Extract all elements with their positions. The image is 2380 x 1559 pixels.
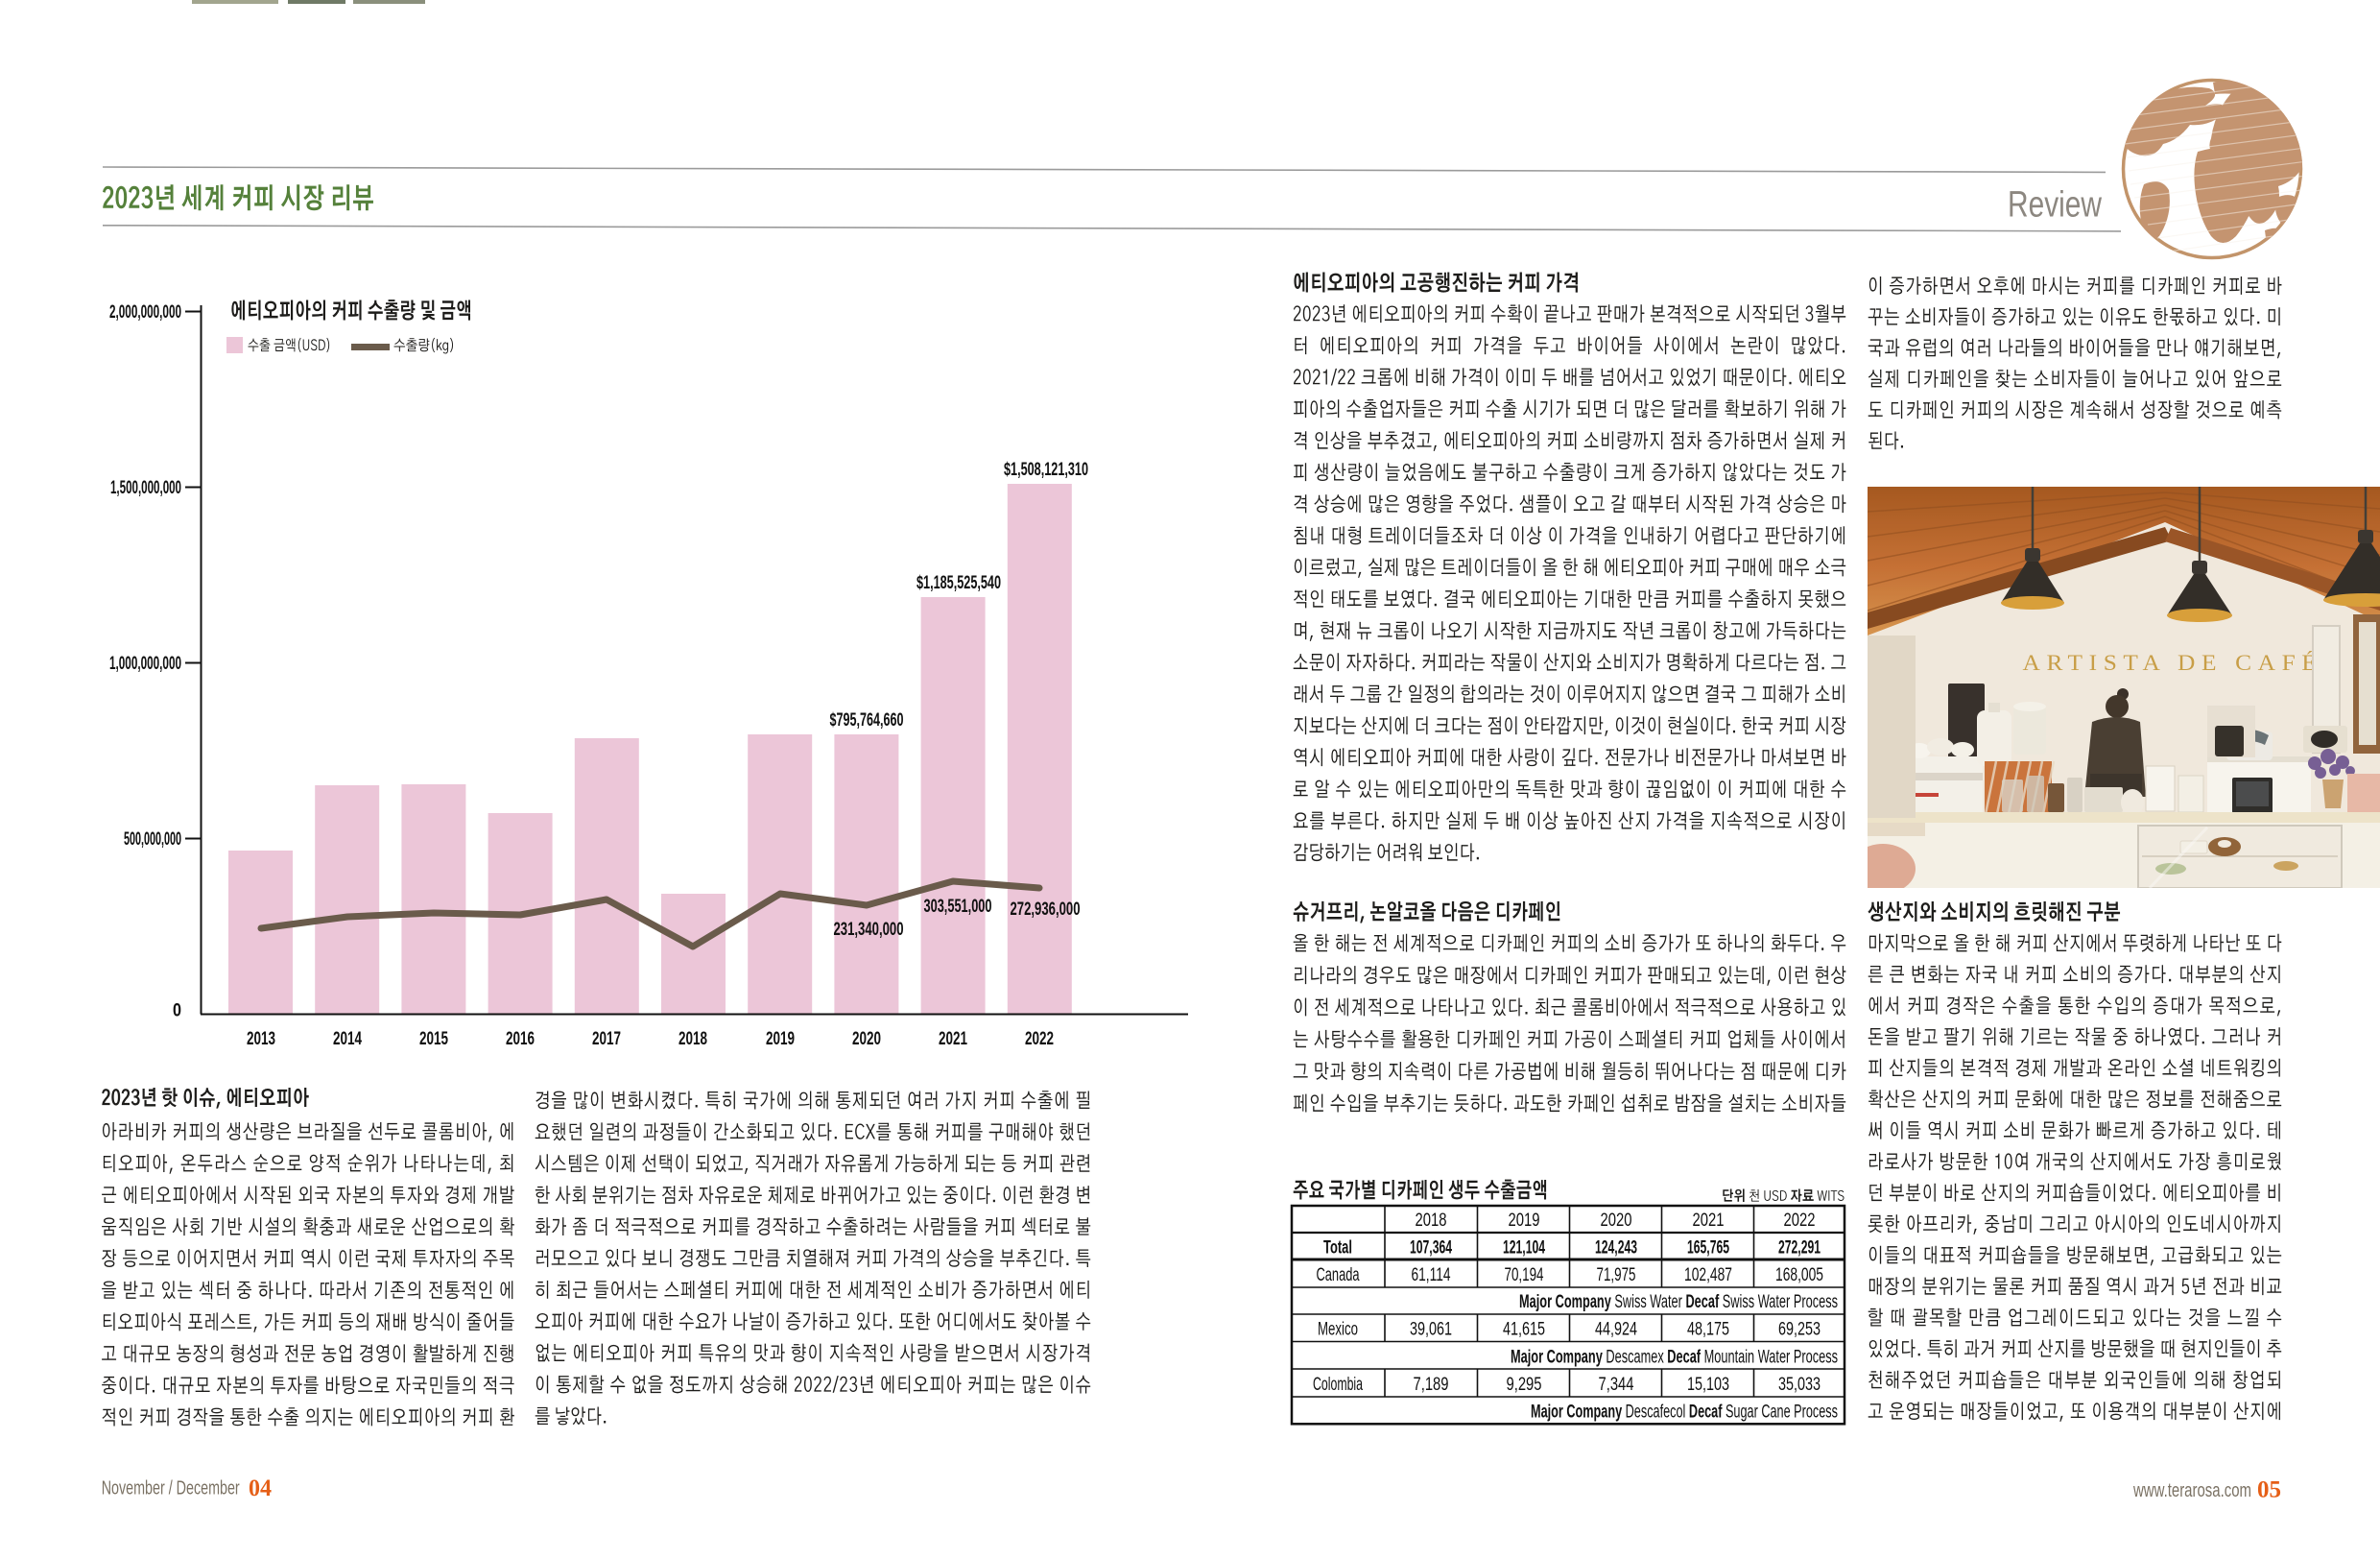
svg-text:November / December: November / December xyxy=(102,1477,240,1499)
svg-text:15,103: 15,103 xyxy=(1687,1375,1729,1395)
svg-text:2014: 2014 xyxy=(333,1028,362,1049)
svg-text:303,551,000: 303,551,000 xyxy=(924,897,992,917)
svg-text:70,194: 70,194 xyxy=(1505,1265,1544,1285)
svg-text:9,295: 9,295 xyxy=(1507,1375,1542,1395)
svg-text:35,033: 35,033 xyxy=(1778,1375,1821,1395)
svg-text:2018: 2018 xyxy=(678,1028,707,1049)
svg-text:Mexico: Mexico xyxy=(1318,1320,1358,1340)
svg-text:$795,764,660: $795,764,660 xyxy=(830,710,904,731)
svg-text:124,243: 124,243 xyxy=(1595,1238,1637,1259)
svg-text:Major Company Descamex Decaf M: Major Company Descamex Decaf Mountain Wa… xyxy=(1511,1348,1838,1368)
svg-text:69,253: 69,253 xyxy=(1778,1320,1821,1340)
svg-text:48,175: 48,175 xyxy=(1687,1320,1729,1340)
svg-text:Major Company Swiss Water Deca: Major Company Swiss Water Decaf Swiss Wa… xyxy=(1519,1292,1838,1312)
svg-text:500,000,000: 500,000,000 xyxy=(124,829,181,850)
svg-text:05: 05 xyxy=(2257,1477,2281,1503)
svg-text:2,000,000,000: 2,000,000,000 xyxy=(109,302,181,323)
svg-text:Review: Review xyxy=(2008,185,2102,226)
svg-text:272,291: 272,291 xyxy=(1778,1238,1821,1259)
svg-text:1,500,000,000: 1,500,000,000 xyxy=(110,478,181,498)
svg-text:Total: Total xyxy=(1323,1238,1352,1259)
svg-text:www.terarosa.com: www.terarosa.com xyxy=(2132,1479,2251,1501)
svg-text:1,000,000,000: 1,000,000,000 xyxy=(109,654,181,674)
svg-text:2013: 2013 xyxy=(247,1028,275,1049)
svg-text:7,189: 7,189 xyxy=(1414,1375,1449,1395)
svg-text:$1,508,121,310: $1,508,121,310 xyxy=(1004,460,1088,480)
svg-text:7,344: 7,344 xyxy=(1599,1375,1634,1395)
svg-text:$1,185,525,540: $1,185,525,540 xyxy=(916,573,1001,593)
svg-text:231,340,000: 231,340,000 xyxy=(834,920,904,940)
svg-text:2018: 2018 xyxy=(1416,1211,1447,1231)
svg-text:2016: 2016 xyxy=(506,1028,535,1049)
svg-text:04: 04 xyxy=(249,1475,272,1501)
svg-text:71,975: 71,975 xyxy=(1597,1265,1636,1285)
svg-text:2015: 2015 xyxy=(419,1028,448,1049)
svg-text:102,487: 102,487 xyxy=(1684,1265,1732,1285)
svg-text:2021: 2021 xyxy=(939,1028,967,1049)
svg-text:168,005: 168,005 xyxy=(1775,1265,1823,1285)
svg-text:2021: 2021 xyxy=(1693,1211,1725,1231)
svg-text:41,615: 41,615 xyxy=(1503,1320,1545,1340)
svg-text:44,924: 44,924 xyxy=(1595,1320,1637,1340)
svg-text:2020: 2020 xyxy=(1601,1211,1632,1231)
svg-text:2020: 2020 xyxy=(852,1028,881,1049)
svg-text:2022: 2022 xyxy=(1784,1211,1816,1231)
svg-text:ARTISTA DE CAFÉ: ARTISTA DE CAFÉ xyxy=(2023,651,2323,675)
svg-text:0: 0 xyxy=(173,1001,181,1021)
svg-text:165,765: 165,765 xyxy=(1687,1238,1729,1259)
svg-text:107,364: 107,364 xyxy=(1410,1238,1452,1259)
svg-text:2019: 2019 xyxy=(766,1028,795,1049)
svg-text:Canada: Canada xyxy=(1317,1265,1360,1285)
svg-text:2022: 2022 xyxy=(1025,1028,1054,1049)
svg-text:39,061: 39,061 xyxy=(1410,1320,1452,1340)
svg-text:61,114: 61,114 xyxy=(1412,1265,1451,1285)
svg-text:272,936,000: 272,936,000 xyxy=(1011,899,1081,920)
svg-text:Major Company Descafecol Decaf: Major Company Descafecol Decaf Sugar Can… xyxy=(1531,1403,1838,1423)
svg-text:2017: 2017 xyxy=(592,1028,621,1049)
svg-text:2019: 2019 xyxy=(1509,1211,1540,1231)
svg-text:Colombia: Colombia xyxy=(1313,1375,1363,1395)
svg-text:121,104: 121,104 xyxy=(1503,1238,1545,1259)
